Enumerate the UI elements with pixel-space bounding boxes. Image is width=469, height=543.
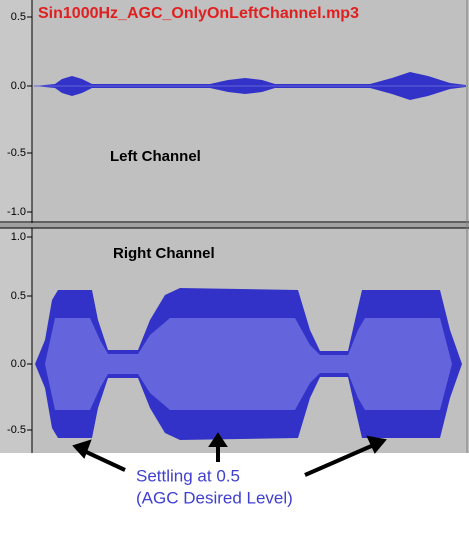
channel-label: Right Channel	[113, 245, 215, 262]
ticks: 0.5 0.0 -0.5 -1.0 1.0 0.5 0.0 -0.5	[7, 11, 32, 436]
channel-label: Left Channel	[110, 148, 201, 165]
ruler-tick-label: -0.5	[7, 147, 26, 159]
ruler-tick-label: 0.5	[11, 11, 26, 23]
waveform-right-inner	[45, 318, 452, 410]
track-gap	[0, 223, 469, 228]
ruler-tick-label: -1.0	[7, 206, 26, 218]
ruler-tick-label: 0.0	[11, 358, 26, 370]
ruler-tick-label: 1.0	[11, 231, 26, 243]
arrows	[72, 432, 387, 477]
track-title: Sin1000Hz_AGC_OnlyOnLeftChannel.mp3	[38, 5, 359, 22]
ruler-tick-label: 0.5	[11, 290, 26, 302]
annotation: (AGC Desired Level)	[136, 488, 293, 507]
ruler-tick-label: 0.0	[11, 80, 26, 92]
ruler-tick-label: -0.5	[7, 424, 26, 436]
annotation: Settling at 0.5	[136, 466, 240, 485]
